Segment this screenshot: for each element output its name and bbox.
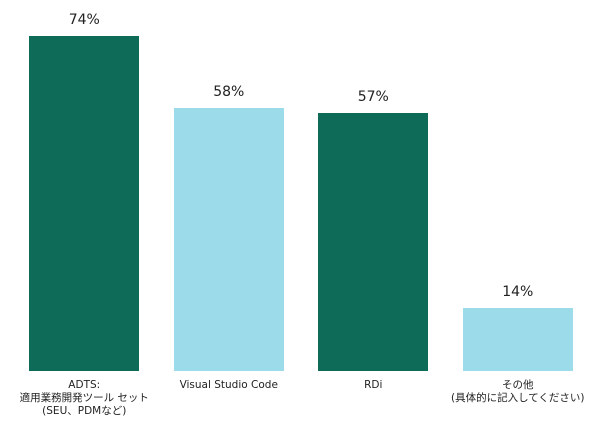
bar [318, 112, 429, 371]
value-label: 57% [357, 88, 389, 105]
value-label: 74% [68, 12, 100, 28]
value-label: 14% [502, 283, 534, 300]
bar [173, 108, 284, 371]
x-tick-label: ADTS: 適用業務開発ツール セット (SEU、PDMなど) [19, 379, 149, 417]
x-tick-label: RDi [364, 379, 383, 391]
x-tick-label: その他 (具体的に記入してください) [450, 379, 585, 404]
value-label: 58% [213, 84, 245, 101]
bar [462, 307, 573, 371]
x-tick-label: Visual Studio Code [179, 379, 278, 391]
bar [29, 36, 140, 371]
